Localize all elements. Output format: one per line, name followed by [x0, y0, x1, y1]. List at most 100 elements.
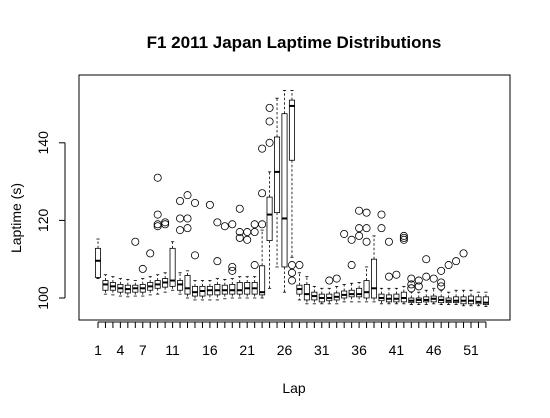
box-lap-27 — [287, 90, 296, 285]
outlier-point — [377, 210, 386, 219]
outlier-point — [176, 226, 185, 235]
outlier-point — [213, 257, 222, 266]
iqr-box — [95, 247, 102, 278]
outlier-point — [228, 220, 237, 229]
iqr-box — [303, 284, 310, 301]
iqr-box — [482, 296, 489, 305]
outlier-point — [265, 103, 274, 112]
box-lap-39 — [377, 210, 386, 305]
x-tick-label: 41 — [389, 342, 405, 358]
outlier-point — [235, 233, 244, 242]
box-lap-4 — [117, 278, 124, 297]
box-lap-50 — [459, 249, 468, 307]
y-tick-label: 140 — [35, 131, 51, 155]
outlier-point — [414, 282, 423, 291]
outlier-point — [422, 272, 431, 281]
x-tick-label: 4 — [116, 342, 124, 358]
box-lap-15 — [199, 280, 206, 301]
box-lap-7 — [138, 264, 147, 297]
outlier-point — [377, 224, 386, 233]
box-lap-42 — [399, 231, 408, 305]
outlier-point — [399, 233, 408, 242]
iqr-box — [288, 99, 295, 161]
x-tick-label: 16 — [202, 342, 218, 358]
outlier-point — [399, 231, 408, 240]
x-tick-label: 11 — [165, 342, 180, 358]
box-lap-47 — [437, 266, 446, 305]
box-lap-14 — [190, 198, 199, 301]
outlier-point — [265, 117, 274, 126]
x-tick-label: 1 — [94, 342, 102, 358]
outlier-point — [399, 235, 408, 244]
outlier-point — [190, 251, 199, 260]
box-lap-35 — [347, 235, 356, 303]
box-lap-48 — [444, 261, 453, 305]
x-tick-label: 46 — [426, 342, 442, 358]
outlier-point — [437, 282, 446, 291]
outlier-point — [205, 200, 214, 209]
outlier-point — [176, 196, 185, 205]
outlier-point — [153, 222, 162, 231]
outlier-point — [228, 262, 237, 271]
outlier-point — [325, 276, 334, 285]
iqr-box — [371, 258, 378, 299]
outlier-point — [287, 261, 296, 270]
box-lap-31 — [318, 287, 325, 305]
iqr-box — [236, 282, 243, 295]
x-tick-label: 31 — [314, 342, 330, 358]
box-lap-37 — [362, 208, 371, 303]
box-lap-10 — [161, 218, 170, 293]
outlier-point — [422, 255, 431, 264]
box-lap-2 — [102, 274, 109, 295]
outlier-point — [287, 276, 296, 285]
box-lap-25 — [274, 97, 281, 268]
outlier-point — [146, 249, 155, 258]
outlier-point — [347, 261, 356, 270]
outlier-point — [407, 274, 416, 283]
box-lap-9 — [153, 173, 162, 295]
x-tick-label: 26 — [277, 342, 293, 358]
outlier-point — [362, 237, 371, 246]
outlier-point — [362, 224, 371, 233]
outlier-point — [176, 214, 185, 223]
outlier-point — [258, 144, 267, 153]
box-lap-41 — [392, 270, 401, 305]
outlier-point — [161, 218, 170, 227]
outlier-point — [265, 138, 274, 147]
box-lap-22 — [250, 220, 259, 299]
box-lap-36 — [355, 206, 364, 303]
outlier-point — [183, 214, 192, 223]
outlier-point — [243, 228, 252, 237]
box-lap-43 — [407, 274, 416, 305]
box-lap-33 — [332, 274, 341, 305]
box-lap-26 — [281, 90, 288, 293]
box-lap-19 — [228, 220, 237, 299]
outlier-point — [153, 220, 162, 229]
box-lap-8 — [146, 249, 155, 296]
outlier-point — [243, 235, 252, 244]
outlier-point — [250, 261, 259, 270]
outlier-point — [437, 278, 446, 287]
box-lap-12 — [176, 196, 185, 295]
iqr-box — [281, 113, 288, 268]
x-tick-label: 21 — [239, 342, 255, 358]
box-lap-20 — [235, 204, 244, 299]
iqr-box — [184, 275, 191, 295]
outlier-point — [362, 208, 371, 217]
box-lap-5 — [124, 278, 131, 298]
outlier-point — [355, 231, 364, 240]
outlier-point — [392, 270, 401, 279]
y-tick-label: 120 — [35, 209, 51, 233]
outlier-point — [138, 264, 147, 273]
box-lap-1 — [95, 238, 102, 280]
x-tick-label: 7 — [139, 342, 147, 358]
box-lap-18 — [220, 222, 229, 300]
outlier-point — [459, 249, 468, 258]
x-axis: 1 4 7 11 16 21 26 31 36 41 46 51 — [94, 321, 487, 358]
outlier-point — [384, 272, 393, 281]
outlier-point — [161, 220, 170, 229]
outlier-point — [452, 257, 461, 266]
plot-frame — [78, 74, 511, 321]
box-lap-16 — [205, 200, 214, 301]
outlier-point — [429, 274, 438, 283]
